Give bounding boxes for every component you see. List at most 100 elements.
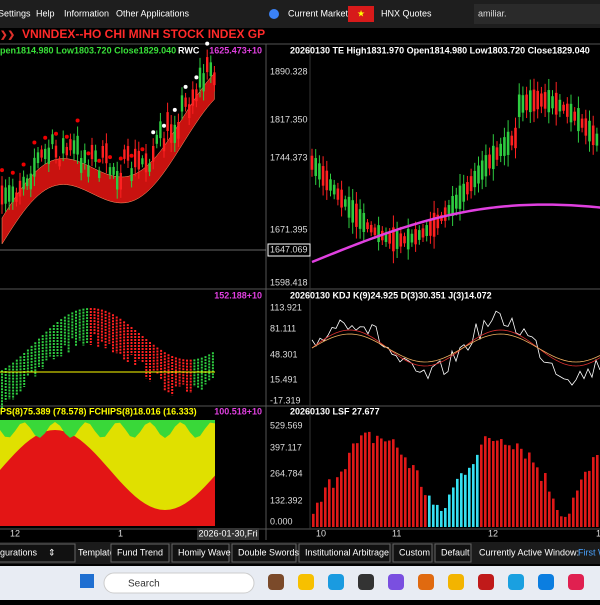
app-icon[interactable] bbox=[328, 574, 344, 590]
lsf-bar bbox=[508, 445, 511, 527]
candle bbox=[105, 143, 108, 164]
lsf-bar bbox=[448, 494, 451, 527]
candle bbox=[29, 173, 32, 190]
y-tick-label: 264.784 bbox=[270, 468, 303, 478]
toolbar-button[interactable] bbox=[171, 543, 230, 563]
panel-header: PS(8)75.389 (78.578) FCHIPS(8)18.016 (16… bbox=[0, 406, 197, 416]
toolbar-buttons: igurations Template Fund Trend Homily Wave D… bbox=[0, 543, 600, 563]
lsf-bar bbox=[548, 491, 551, 527]
app-icon[interactable] bbox=[448, 574, 464, 590]
lsf-bar bbox=[552, 498, 555, 527]
panel-header: pen1814.980 Low1803.720 Close1829.040 bbox=[0, 45, 176, 55]
toolbar-label[interactable]: Custom bbox=[399, 547, 430, 557]
candle bbox=[134, 148, 137, 168]
market-value[interactable]: HNX Quotes bbox=[381, 8, 432, 18]
lsf-bar bbox=[388, 440, 391, 527]
lsf-bar bbox=[404, 457, 407, 527]
candle bbox=[8, 185, 11, 202]
toolbar-button[interactable] bbox=[392, 543, 433, 563]
dot bbox=[86, 151, 91, 156]
toolbar-label[interactable]: igurations bbox=[0, 547, 38, 557]
lsf-bar bbox=[524, 458, 527, 527]
toolbar-button[interactable] bbox=[231, 543, 297, 563]
candle bbox=[202, 73, 205, 92]
toolbar-button[interactable] bbox=[298, 543, 391, 563]
lsf-bar bbox=[428, 495, 431, 527]
candle bbox=[76, 135, 79, 155]
search-box[interactable] bbox=[103, 572, 255, 594]
lsf-bar bbox=[444, 508, 447, 527]
candle bbox=[72, 140, 76, 154]
app-icon[interactable] bbox=[538, 574, 554, 590]
lsf-bar bbox=[380, 438, 383, 527]
candle bbox=[159, 121, 162, 139]
notice: amiliar. bbox=[478, 8, 507, 18]
menu-item[interactable]: Information bbox=[64, 8, 109, 18]
candle bbox=[54, 145, 58, 158]
panel-tag: RWC bbox=[178, 45, 200, 55]
lsf-bar bbox=[392, 439, 395, 527]
y-tick-label: 0.000 bbox=[270, 516, 293, 526]
candle bbox=[162, 138, 166, 152]
toolbar-label[interactable]: Homily Wave bbox=[178, 547, 231, 557]
app-icon[interactable] bbox=[418, 574, 434, 590]
toolbar-button[interactable] bbox=[434, 543, 472, 563]
toolbar-label[interactable]: Institutional Arbitrage bbox=[305, 547, 389, 557]
app-icon[interactable] bbox=[298, 574, 314, 590]
lsf-bar bbox=[340, 471, 343, 527]
dot bbox=[75, 118, 80, 123]
lsf-bar bbox=[532, 462, 535, 527]
lsf-bar bbox=[456, 478, 459, 527]
active-label: Currently Active Window: bbox=[479, 547, 579, 557]
toolbar-label: Template bbox=[78, 547, 115, 557]
date-label: 2026-01-30,Fri bbox=[198, 528, 257, 538]
candle bbox=[47, 147, 50, 164]
app-icon[interactable] bbox=[268, 574, 284, 590]
candle bbox=[44, 148, 47, 159]
chart-title: VNINDEX--HO CHI MINH STOCK INDEX GP bbox=[22, 27, 265, 41]
menu-item[interactable]: Other Applications bbox=[116, 8, 190, 18]
lsf-bar bbox=[436, 504, 439, 527]
dot bbox=[97, 158, 102, 163]
toolbar-label[interactable]: Fund Trend bbox=[117, 547, 163, 557]
kdj-line bbox=[311, 329, 600, 367]
lsf-bar bbox=[372, 443, 375, 527]
app-icon[interactable] bbox=[358, 574, 374, 590]
candle bbox=[170, 124, 173, 143]
app-icon[interactable] bbox=[388, 574, 404, 590]
toolbar-button[interactable] bbox=[0, 543, 76, 563]
app-icon[interactable] bbox=[508, 574, 524, 590]
lsf-bar bbox=[312, 513, 315, 527]
y-tick-label: -17.319 bbox=[270, 395, 301, 405]
candle bbox=[4, 187, 7, 204]
dot bbox=[118, 156, 123, 161]
x-tick-label: 1 bbox=[596, 528, 600, 538]
chart-drawing bbox=[0, 41, 600, 527]
menu-item[interactable]: Settings bbox=[0, 8, 31, 18]
y-tick-label: 113.921 bbox=[270, 302, 302, 312]
lsf-bar bbox=[408, 468, 411, 527]
app-icon[interactable] bbox=[478, 574, 494, 590]
candle bbox=[36, 152, 40, 164]
dot bbox=[183, 84, 188, 89]
lsf-bar bbox=[400, 454, 403, 527]
taskbar-apps bbox=[268, 574, 584, 590]
arrow-icon: ❯❯ bbox=[0, 29, 15, 40]
start-icon[interactable] bbox=[80, 574, 94, 588]
active-value: First W bbox=[578, 547, 600, 557]
dot bbox=[54, 131, 58, 136]
candle bbox=[184, 97, 187, 107]
app-icon[interactable] bbox=[568, 574, 584, 590]
menu-item[interactable]: Help bbox=[36, 8, 55, 18]
ma-line bbox=[311, 203, 600, 264]
lsf-bar bbox=[364, 432, 367, 527]
lsf-bar bbox=[424, 495, 427, 527]
lsf-bar bbox=[324, 487, 327, 527]
lsf-bar bbox=[384, 441, 387, 527]
toolbar-button[interactable] bbox=[110, 543, 170, 563]
area bbox=[0, 420, 215, 438]
toolbar-label[interactable]: Double Swords bbox=[238, 547, 300, 557]
candle bbox=[65, 146, 68, 156]
toolbar-label[interactable]: Default bbox=[441, 547, 470, 557]
candle bbox=[198, 67, 202, 88]
